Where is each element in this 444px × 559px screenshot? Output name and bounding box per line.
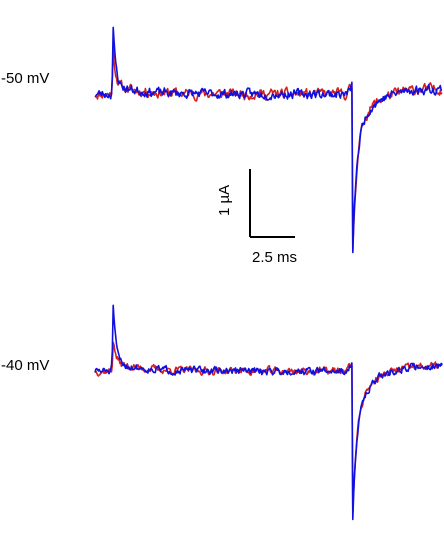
trace-panel-0-series-0 (94, 45, 443, 252)
trace-panel-1-series-0 (94, 341, 443, 513)
scale-bar-time-label: 2.5 ms (252, 249, 297, 266)
traces-group (94, 26, 443, 521)
scale-bar-current-label: 1 µA (216, 185, 233, 216)
panel-label-minus-40-mv: -40 mV (1, 357, 49, 374)
trace-panel-1-series-1 (94, 304, 443, 521)
panel-label-minus-50-mv: -50 mV (1, 70, 49, 87)
trace-panel-0-series-1 (94, 26, 443, 254)
scale-bar: 1 µA 2.5 ms (216, 169, 297, 266)
